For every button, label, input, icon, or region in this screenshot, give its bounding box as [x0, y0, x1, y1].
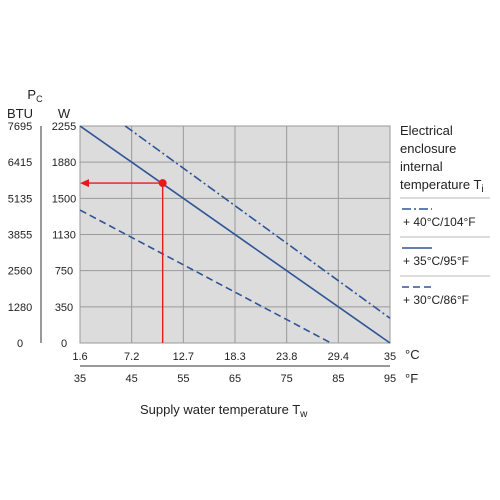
legend-label-30c: + 30°C/86°F: [403, 293, 469, 307]
y-tick-label-w: 1880: [52, 157, 76, 169]
y-tick-label-w: 750: [55, 266, 73, 278]
x-tick-label-fahrenheit: 75: [281, 373, 293, 385]
y-tick-label-btu: 2560: [8, 266, 32, 278]
btu-unit-label: BTU: [7, 106, 33, 121]
x-tick-label-fahrenheit: 55: [177, 373, 189, 385]
legend-title-line-2: enclosure: [400, 141, 456, 156]
y-tick-label-w: 1130: [52, 230, 76, 242]
x-tick-label-celsius: 29.4: [328, 351, 349, 363]
y-tick-label-btu: 5135: [8, 193, 32, 205]
y-tick-label-w: 0: [61, 338, 67, 350]
legend-title-line-3: internal: [400, 159, 443, 174]
pc-label: PC: [27, 87, 43, 104]
plot-frame: [79, 125, 391, 344]
y-tick-label-w: 350: [55, 302, 73, 314]
series-line-40c: [124, 125, 391, 319]
x-axis-title: Supply water temperature Tw: [140, 402, 308, 420]
y-tick-label-w: 1500: [52, 193, 76, 205]
x-unit-fahrenheit: °F: [405, 371, 418, 386]
y-tick-label-btu: 6415: [8, 157, 32, 169]
w-unit-label: W: [58, 106, 71, 121]
y-tick-label-btu: 3855: [8, 230, 32, 242]
x-tick-label-fahrenheit: 45: [126, 373, 138, 385]
example-point: [158, 179, 167, 188]
legend-title-line-1: Electrical: [400, 123, 453, 138]
legend-title-line-4: temperature Ti: [400, 177, 484, 195]
x-tick-label-fahrenheit: 85: [332, 373, 344, 385]
x-tick-label-fahrenheit: 95: [384, 373, 396, 385]
x-tick-label-fahrenheit: 65: [229, 373, 241, 385]
series-line-35c: [79, 125, 391, 344]
x-tick-label-celsius: 18.3: [224, 351, 245, 363]
x-tick-label-fahrenheit: 35: [74, 373, 86, 385]
y-tick-label-w: 2255: [52, 121, 76, 133]
series-line-30c: [79, 209, 332, 344]
x-tick-label-celsius: 7.2: [124, 351, 139, 363]
x-tick-label-celsius: 35: [384, 351, 396, 363]
x-tick-label-celsius: 1.6: [72, 351, 87, 363]
x-unit-celsius: °C: [405, 347, 420, 362]
y-tick-label-btu: 1280: [8, 302, 32, 314]
x-tick-label-celsius: 12.7: [173, 351, 194, 363]
y-tick-label-btu: 7695: [8, 121, 32, 133]
y-tick-label-btu: 0: [17, 338, 23, 350]
example-arrowhead: [80, 179, 89, 188]
legend-label-35c: + 35°C/95°F: [403, 254, 469, 268]
x-tick-label-celsius: 23.8: [276, 351, 297, 363]
legend-label-40c: + 40°C/104°F: [403, 215, 476, 229]
